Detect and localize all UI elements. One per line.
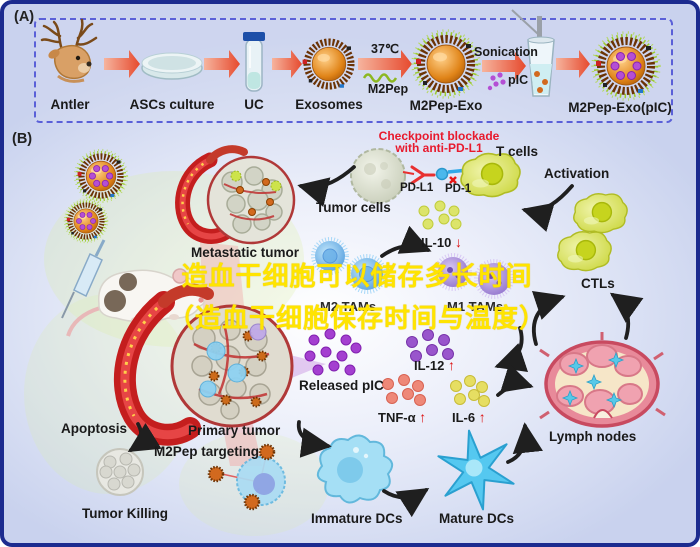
watermark-line1: 造血干细胞可以储存多长时间 bbox=[181, 261, 533, 291]
label-ctls: CTLs bbox=[581, 276, 615, 291]
label-immature-dcs: Immature DCs bbox=[311, 511, 403, 526]
label-checkpoint-1: Checkpoint blockade bbox=[378, 129, 500, 143]
label-m2pep-exo-pic: M2Pep-Exo(pIC) bbox=[568, 100, 672, 115]
label-pd-1: PD-1 bbox=[445, 183, 472, 195]
label-m2pep-targeting: M2Pep targeting bbox=[154, 444, 260, 459]
dead-cell-graphic bbox=[96, 448, 144, 496]
antler-icon bbox=[40, 18, 98, 83]
m2pep-exo-pic-icon bbox=[593, 33, 660, 100]
label-tnf: TNF-α ↑ bbox=[378, 409, 427, 425]
injected-particles-icon bbox=[63, 148, 129, 244]
label-t-cells: T cells bbox=[496, 144, 539, 159]
label-m1-tams: M1 TAMs bbox=[447, 299, 504, 314]
il10-down-arrow: ↓ bbox=[454, 234, 462, 250]
label-il12: IL-12 ↑ bbox=[414, 357, 455, 373]
label-sonication: Sonication bbox=[474, 45, 538, 59]
label-exosomes: Exosomes bbox=[295, 97, 363, 112]
label-activation: Activation bbox=[544, 166, 610, 181]
sonication-tube-icon bbox=[511, 9, 555, 97]
label-lymph-nodes: Lymph nodes bbox=[549, 429, 637, 444]
syringe-icon bbox=[61, 239, 106, 319]
label-m2-tams: M2 TAMs bbox=[320, 299, 377, 314]
label-tumor-cells: Tumor cells bbox=[316, 200, 391, 215]
metastatic-tumor-graphic bbox=[175, 145, 296, 245]
tnf-up-arrow: ↑ bbox=[419, 409, 427, 425]
uc-tube-icon bbox=[243, 32, 265, 92]
label-apoptosis: Apoptosis bbox=[61, 421, 127, 436]
label-released-pic: Released pIC bbox=[299, 378, 384, 393]
label-primary-tumor: Primary tumor bbox=[188, 423, 281, 438]
il10-dots bbox=[418, 200, 462, 230]
panel-a-tag: (A) bbox=[14, 9, 35, 25]
il6-up-arrow: ↑ bbox=[478, 409, 486, 425]
label-tumor-killing: Tumor Killing bbox=[82, 506, 168, 521]
label-antler: Antler bbox=[50, 97, 90, 112]
ctl-cells-graphic bbox=[557, 193, 628, 272]
exosome-icon bbox=[303, 42, 351, 88]
pic-dots-small bbox=[487, 72, 506, 91]
process-arrows bbox=[104, 50, 590, 80]
primary-tumor-graphic bbox=[113, 283, 294, 446]
m2pep-squiggle-icon bbox=[362, 73, 398, 83]
il12-up-arrow: ↑ bbox=[447, 357, 455, 373]
il6-dots bbox=[450, 375, 490, 407]
label-checkpoint-2: with anti-PD-L1 bbox=[395, 141, 483, 155]
tumor-cell-graphic bbox=[350, 148, 406, 204]
label-ascs-culture: ASCs culture bbox=[129, 97, 215, 112]
label-temp: 37℃ bbox=[371, 42, 399, 56]
label-pic: pIC bbox=[508, 73, 529, 87]
immature-dc-graphic bbox=[316, 434, 394, 504]
watermark-line2: （造血干细胞保存时间与温度） bbox=[167, 303, 547, 333]
petri-dish-icon bbox=[141, 52, 203, 80]
label-m2pep: M2Pep bbox=[367, 82, 409, 96]
label-metastatic-tumor: Metastatic tumor bbox=[191, 245, 300, 260]
label-m2pep-exo: M2Pep-Exo bbox=[409, 98, 483, 113]
panel-b-tag: (B) bbox=[12, 131, 33, 147]
m2-tam-cells bbox=[311, 237, 387, 294]
released-pic-dots bbox=[304, 328, 362, 376]
lymph-node-graphic bbox=[539, 332, 666, 428]
label-mature-dcs: Mature DCs bbox=[439, 511, 515, 526]
antibody-icon bbox=[402, 165, 469, 185]
label-uc: UC bbox=[244, 97, 264, 112]
flow-arrows bbox=[127, 165, 644, 518]
il12-dots bbox=[406, 329, 454, 362]
tnf-dots bbox=[382, 374, 426, 406]
m2pep-exo-icon bbox=[413, 31, 480, 98]
label-il10: IL-10 ↓ bbox=[421, 234, 462, 250]
m1-tam-cells bbox=[434, 253, 514, 299]
macrophage-target-graphic bbox=[207, 443, 286, 511]
mature-dc-graphic bbox=[437, 429, 515, 511]
label-pd-l1: PD-L1 bbox=[400, 182, 434, 194]
label-il6: IL-6 ↑ bbox=[452, 409, 486, 425]
